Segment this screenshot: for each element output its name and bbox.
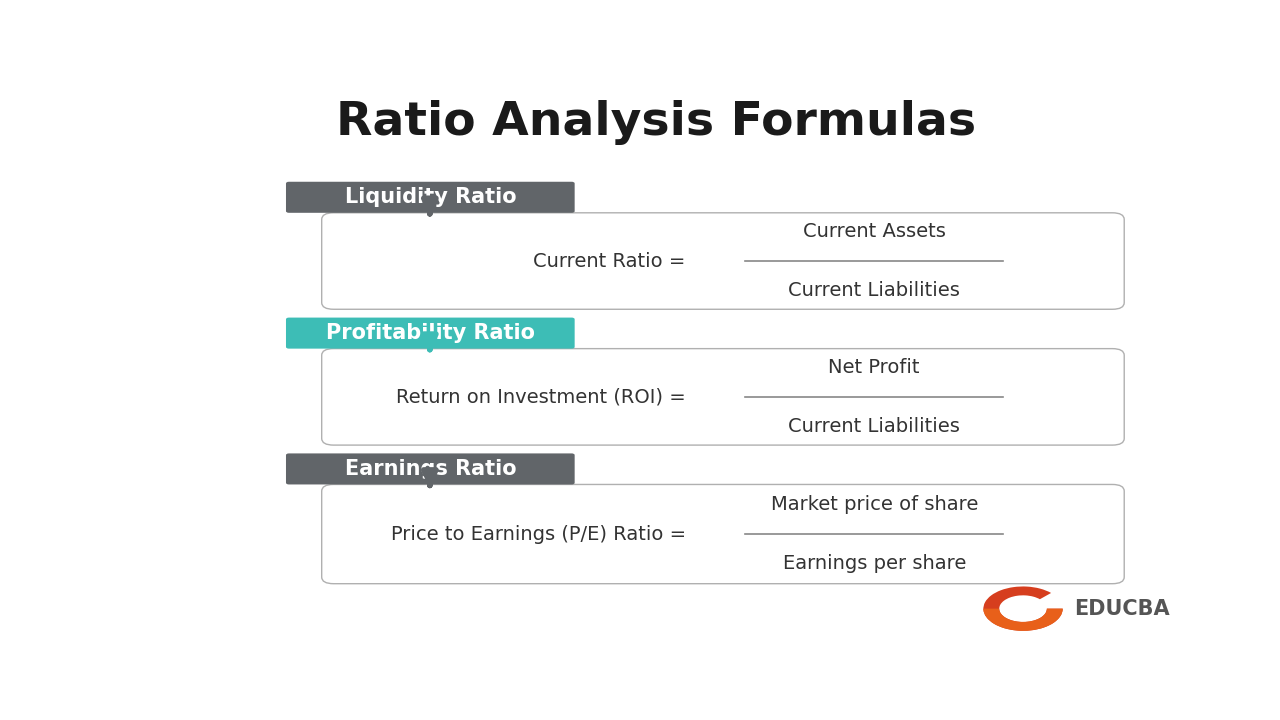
Text: Net Profit: Net Profit xyxy=(828,358,920,377)
FancyBboxPatch shape xyxy=(285,318,575,348)
FancyBboxPatch shape xyxy=(321,348,1124,445)
Text: Current Ratio =: Current Ratio = xyxy=(534,251,686,271)
Text: Return on Investment (ROI) =: Return on Investment (ROI) = xyxy=(396,387,686,406)
Text: Liquidity Ratio: Liquidity Ratio xyxy=(344,187,516,207)
Text: Price to Earnings (P/E) Ratio =: Price to Earnings (P/E) Ratio = xyxy=(390,525,686,544)
Text: Earnings Ratio: Earnings Ratio xyxy=(344,459,516,479)
FancyBboxPatch shape xyxy=(321,485,1124,584)
Text: Current Liabilities: Current Liabilities xyxy=(788,281,960,300)
Text: Current Assets: Current Assets xyxy=(803,222,946,241)
Text: Ratio Analysis Formulas: Ratio Analysis Formulas xyxy=(335,100,977,145)
Wedge shape xyxy=(983,587,1062,631)
Polygon shape xyxy=(1018,602,1041,616)
FancyBboxPatch shape xyxy=(285,454,575,485)
FancyBboxPatch shape xyxy=(321,213,1124,310)
Text: Earnings per share: Earnings per share xyxy=(782,554,966,573)
Text: Current Liabilities: Current Liabilities xyxy=(788,417,960,436)
Wedge shape xyxy=(983,608,1062,631)
Text: Profitability Ratio: Profitability Ratio xyxy=(326,323,535,343)
Text: Market price of share: Market price of share xyxy=(771,495,978,514)
FancyBboxPatch shape xyxy=(285,181,575,213)
Text: EDUCBA: EDUCBA xyxy=(1075,598,1170,618)
